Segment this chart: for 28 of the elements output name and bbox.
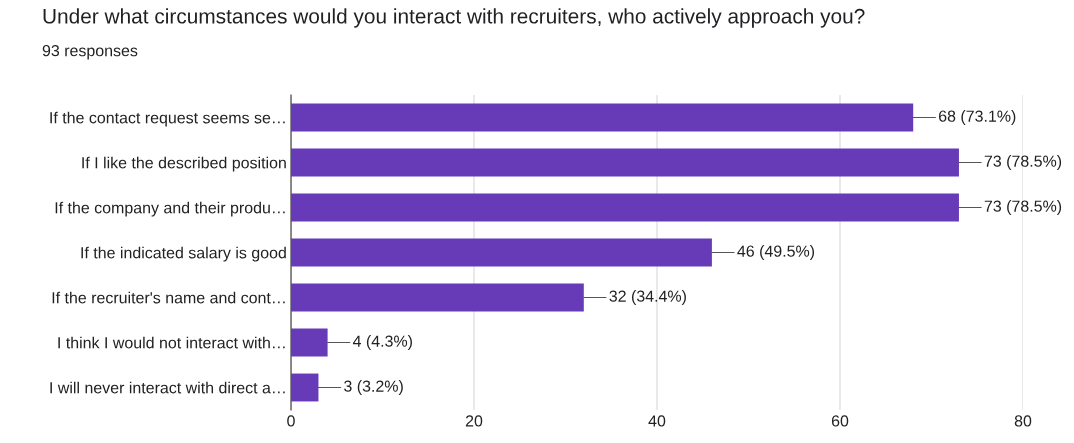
chart-title: Under what circumstances would you interact with recruiters, who actively approach you? xyxy=(43,8,865,28)
data-label: 68 (73.1%) xyxy=(939,110,1016,125)
bar xyxy=(291,373,319,402)
data-label: 4 (4.3%) xyxy=(352,335,412,350)
y-tick-label: If the contact request seems se… xyxy=(50,111,285,127)
x-tick-label: 40 xyxy=(648,415,666,427)
y-tick-label: If the recruiter's name and cont… xyxy=(52,291,285,304)
x-tick-label: 60 xyxy=(831,415,849,427)
bar xyxy=(291,103,914,132)
text: 93 responses xyxy=(42,44,138,60)
data-label: 46 (49.5%) xyxy=(737,245,815,260)
y-tick-label: I think I would not interact with… xyxy=(58,336,285,349)
x-tick-label: 0 xyxy=(287,415,295,427)
data-label: 73 (78.5%) xyxy=(984,200,1062,215)
bar xyxy=(291,193,959,222)
bar xyxy=(291,283,584,312)
y-tick-label: I will never interact with direct a… xyxy=(50,381,285,394)
y-tick-label: If I like the described position xyxy=(82,156,286,172)
bar xyxy=(291,238,712,267)
data-label: 3 (3.2%) xyxy=(344,380,403,395)
bar xyxy=(291,148,959,177)
x-tick-label: 20 xyxy=(465,415,483,427)
bar xyxy=(291,328,328,357)
data-label: 73 (78.5%) xyxy=(984,155,1062,170)
x-tick-label: 80 xyxy=(1014,415,1032,427)
y-tick-label: If the indicated salary is good xyxy=(81,246,286,262)
data-label: 32 (34.4%) xyxy=(609,290,686,305)
y-tick-label: If the company and their produ… xyxy=(55,201,285,217)
